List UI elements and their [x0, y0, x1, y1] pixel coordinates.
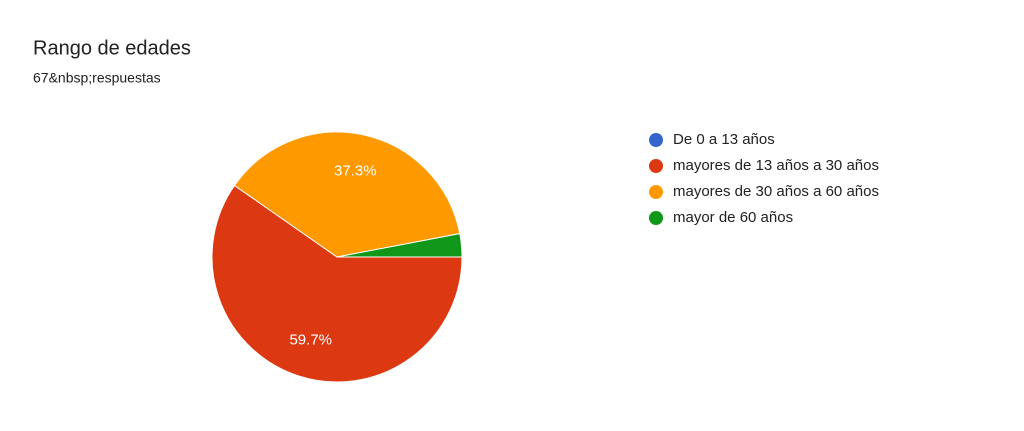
slice-label: 37.3% — [334, 162, 377, 179]
pie-slice — [336, 232, 463, 258]
pie-slice — [211, 184, 463, 383]
chart-subtitle: 67&nbsp;respuestas — [33, 70, 161, 86]
legend-swatch — [649, 133, 663, 147]
pie-slice — [233, 131, 461, 258]
slice-label: 59.7% — [289, 331, 332, 348]
legend-label: mayores de 30 años a 60 años — [673, 183, 879, 200]
legend-label: mayor de 60 años — [673, 209, 793, 226]
legend-swatch — [649, 211, 663, 225]
legend-swatch — [649, 185, 663, 199]
chart-title: Rango de edades — [33, 37, 191, 59]
legend-swatch — [649, 159, 663, 173]
legend-label: De 0 a 13 años — [673, 131, 775, 148]
legend-label: mayores de 13 años a 30 años — [673, 157, 879, 174]
